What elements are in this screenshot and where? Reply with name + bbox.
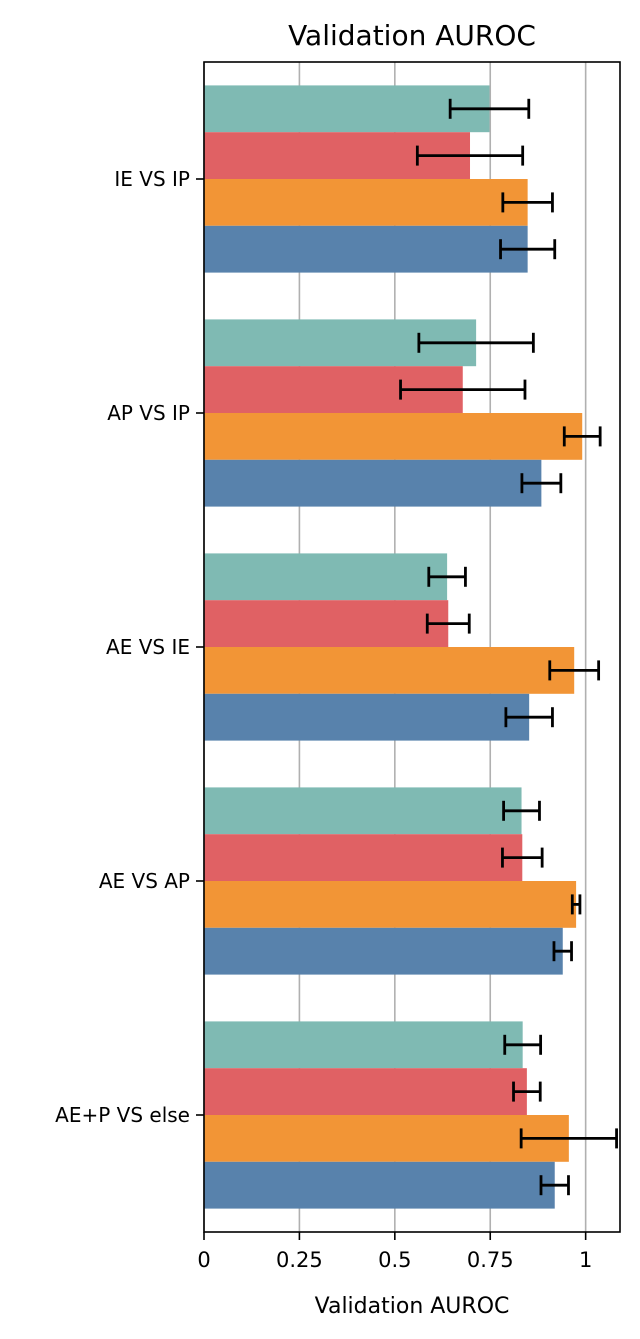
bar	[204, 647, 575, 694]
bar	[204, 693, 530, 741]
bar	[204, 787, 522, 835]
bar	[204, 413, 583, 460]
bar	[204, 553, 448, 601]
x-tick-label: 0.5	[378, 1248, 411, 1272]
error-bars	[399, 98, 618, 1196]
plot-frame	[203, 61, 621, 1233]
bar	[204, 1161, 555, 1209]
chart-title: Validation AUROC	[288, 19, 536, 52]
bar	[204, 459, 542, 507]
bars	[204, 85, 583, 1209]
y-tick-label: AP VS IP	[107, 401, 190, 425]
bar	[204, 600, 449, 647]
bar	[204, 927, 563, 975]
y-tick-label: AE VS AP	[99, 869, 190, 893]
x-tick-label: 0	[197, 1248, 210, 1272]
bar	[204, 1068, 527, 1115]
bar	[204, 85, 490, 133]
bar	[204, 179, 528, 226]
x-tick-label: 0.25	[276, 1248, 323, 1272]
bar	[204, 225, 528, 273]
bar	[204, 881, 577, 928]
y-tick-label: AE+P VS else	[55, 1103, 190, 1127]
x-axis-label: Validation AUROC	[315, 1294, 510, 1319]
x-tick-label: 1	[579, 1248, 592, 1272]
bar	[204, 1021, 523, 1069]
x-tick-label: 0.75	[467, 1248, 514, 1272]
bar	[204, 1115, 569, 1162]
y-tick-label: IE VS IP	[114, 167, 190, 191]
bar	[204, 834, 523, 881]
y-tick-label: AE VS IE	[106, 635, 190, 659]
